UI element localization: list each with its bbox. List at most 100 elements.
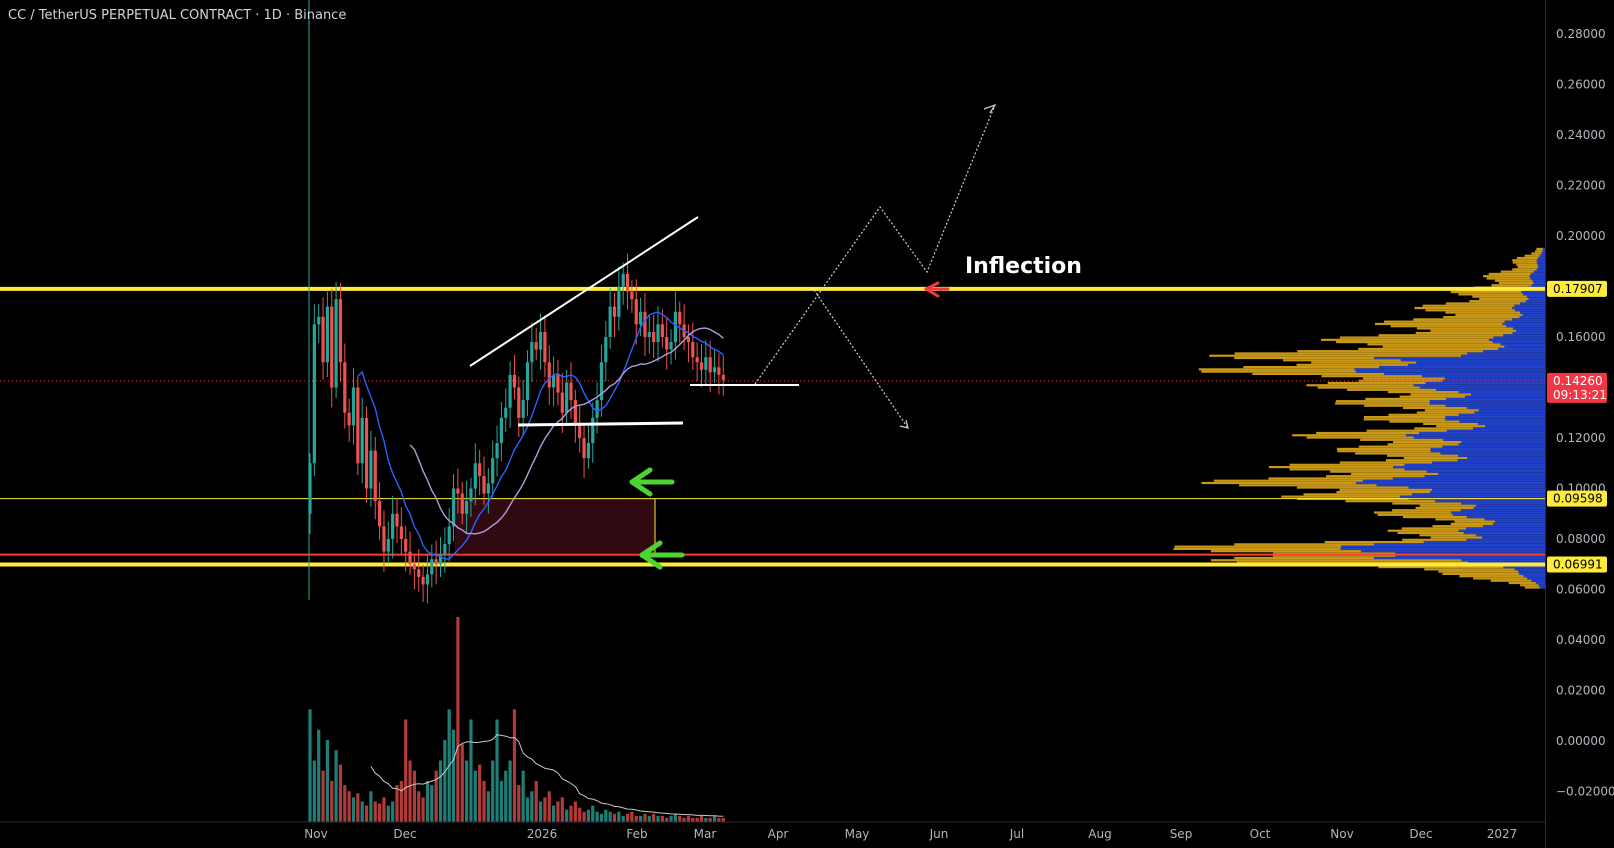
candle-body xyxy=(369,450,373,489)
profile-row xyxy=(1536,247,1543,251)
candle-body xyxy=(325,306,329,363)
profile-row-value-area xyxy=(1536,261,1545,264)
profile-row xyxy=(1326,475,1425,478)
candle-body xyxy=(495,443,499,459)
profile-row-value-area xyxy=(1519,572,1545,575)
profile-row-value-area xyxy=(1518,570,1545,573)
profile-row-value-area xyxy=(1512,318,1545,321)
volume-bar xyxy=(699,815,704,822)
profile-row-value-area xyxy=(1536,268,1545,271)
profile-row-value-area xyxy=(1531,579,1545,582)
profile-row xyxy=(1403,406,1467,410)
profile-row-value-area xyxy=(1512,306,1545,310)
volume-bar xyxy=(704,817,708,822)
profile-row-value-area xyxy=(1395,554,1545,557)
profile-row xyxy=(1512,259,1537,262)
horizontal-levels xyxy=(0,0,1545,600)
profile-row xyxy=(1209,354,1462,357)
volume-bar xyxy=(669,815,673,822)
profile-row-value-area xyxy=(1537,263,1545,266)
profile-row-value-area xyxy=(1520,302,1545,305)
profile-row-value-area xyxy=(1446,429,1545,432)
time-tick-label: 2027 xyxy=(1487,827,1518,841)
candle-body xyxy=(473,463,477,489)
profile-row xyxy=(1438,570,1519,573)
profile-row-value-area xyxy=(1519,316,1545,319)
price-tick-label: −0.02000 xyxy=(1556,785,1614,799)
candle-body xyxy=(534,342,538,350)
candle-body xyxy=(552,374,556,388)
profile-row xyxy=(1512,261,1537,264)
volume-bar xyxy=(717,817,721,822)
profile-row xyxy=(1272,554,1396,557)
volume-bar xyxy=(347,791,351,822)
profile-row-value-area xyxy=(1514,568,1545,571)
profile-row xyxy=(1345,500,1436,503)
volume-bar xyxy=(560,797,564,822)
inflection-label: Inflection xyxy=(965,254,1082,279)
profile-row-value-area xyxy=(1467,352,1545,355)
profile-row xyxy=(1473,577,1528,580)
time-tick-label: Aug xyxy=(1088,827,1111,841)
profile-row-value-area xyxy=(1542,247,1545,251)
volume-bar xyxy=(530,791,534,822)
candle-body xyxy=(351,387,356,426)
profile-row-value-area xyxy=(1395,552,1545,555)
profile-row xyxy=(1415,506,1474,510)
profile-row xyxy=(1327,381,1426,385)
volume-bar xyxy=(369,791,373,822)
candle-body xyxy=(686,337,691,343)
profile-row xyxy=(1173,547,1341,550)
profile-row-value-area xyxy=(1400,359,1545,362)
profile-row xyxy=(1201,370,1356,373)
profile-row-value-area xyxy=(1458,454,1545,457)
candle-body xyxy=(417,569,421,577)
time-tick-label: Jun xyxy=(929,827,949,841)
candle-body xyxy=(425,574,430,585)
profile-row xyxy=(1252,372,1385,376)
profile-row-value-area xyxy=(1444,377,1545,380)
candle-body xyxy=(482,475,486,494)
candle-body xyxy=(625,273,630,292)
candle-body xyxy=(404,539,408,552)
profile-row xyxy=(1445,311,1521,314)
volume-bar xyxy=(678,815,682,822)
profile-row xyxy=(1365,397,1447,401)
price-axis[interactable]: 0.280000.260000.240000.220000.200000.180… xyxy=(1547,27,1614,799)
low-support-price-tag xyxy=(1547,556,1607,573)
candle-body xyxy=(595,400,599,418)
profile-row xyxy=(1324,540,1424,544)
volume-bar xyxy=(556,801,560,822)
profile-row-value-area xyxy=(1512,327,1545,330)
profile-row-value-area xyxy=(1477,422,1545,426)
volume-bar xyxy=(625,813,630,822)
volume-bar xyxy=(486,791,490,822)
price-tick-label: 0.28000 xyxy=(1556,27,1606,41)
profile-row-value-area xyxy=(1430,450,1545,453)
profile-row-value-area xyxy=(1430,447,1545,451)
volume-bar xyxy=(517,785,521,822)
profile-row xyxy=(1402,538,1467,541)
candle-body xyxy=(469,488,473,502)
profile-row xyxy=(1402,515,1467,519)
profile-row xyxy=(1335,400,1430,403)
profile-row xyxy=(1210,550,1362,553)
volume-bar xyxy=(504,770,508,822)
volume-ma-line xyxy=(370,734,724,817)
bullish-projection-path[interactable] xyxy=(754,104,996,385)
profile-row-value-area xyxy=(1483,525,1545,528)
rising-trendline[interactable] xyxy=(469,216,699,367)
candle-body xyxy=(691,342,695,358)
volume-bar xyxy=(512,709,517,822)
profile-row-value-area xyxy=(1471,393,1545,396)
profile-row-value-area xyxy=(1516,329,1545,332)
profile-row xyxy=(1390,325,1507,328)
bearish-projection-arrowhead xyxy=(899,419,909,429)
neckline-support[interactable] xyxy=(517,421,684,427)
profile-row xyxy=(1347,388,1437,391)
volume-bar xyxy=(491,760,495,822)
candles xyxy=(308,253,725,604)
profile-row xyxy=(1281,495,1400,498)
time-axis[interactable]: Nov Dec 2026 Feb Mar Apr May Jun Jul Aug Sep Oct Nov… xyxy=(0,821,1545,841)
